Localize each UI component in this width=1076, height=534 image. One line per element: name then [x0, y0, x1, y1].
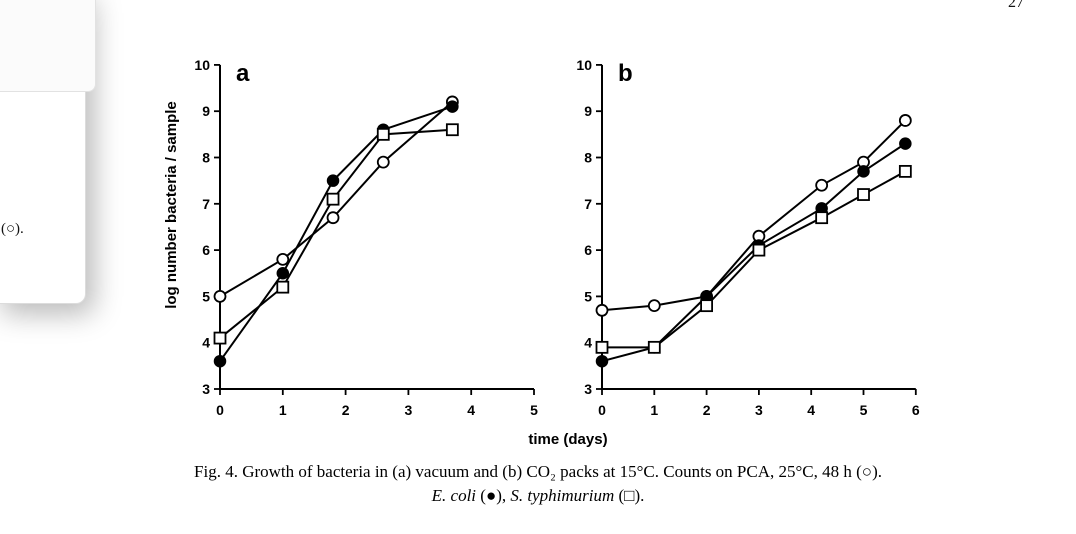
data-point-open-square — [752, 243, 766, 257]
data-point-open-square — [815, 211, 829, 225]
data-point-filled-circle — [595, 354, 609, 368]
data-point-open-square — [595, 340, 609, 354]
x-tick-label: 0 — [216, 402, 224, 418]
chart-panel-a: 3 4 5 6 7 8 9 10 0 1 2 3 4 5 a — [194, 57, 538, 418]
data-point-open-square — [326, 192, 340, 206]
x-tick-label: 5 — [530, 402, 538, 418]
overlay-panel: (○). — [0, 0, 96, 304]
x-tick-label: 3 — [405, 402, 413, 418]
data-point-filled-circle — [446, 100, 459, 113]
chart-panel-b: 3 4 5 6 7 8 9 10 0 1 2 3 4 5 6 b — [576, 57, 919, 418]
data-point-filled-circle — [326, 174, 340, 187]
x-tick-label: 5 — [860, 402, 868, 418]
panel-label: a — [236, 60, 250, 87]
axis-lines — [219, 64, 534, 390]
axis-lines — [601, 64, 916, 390]
y-tick-label: 4 — [584, 335, 592, 351]
x-tick-label: 3 — [755, 402, 763, 418]
data-point-open-circle — [213, 289, 227, 303]
data-point-open-square — [213, 331, 227, 345]
x-tick-label: 0 — [598, 402, 606, 418]
y-tick-label: 3 — [584, 381, 592, 397]
data-point-open-square — [445, 123, 459, 137]
y-tick-label: 8 — [584, 150, 592, 166]
data-point-open-square — [276, 280, 290, 294]
y-tick-label: 6 — [584, 242, 592, 258]
x-tick-label: 1 — [650, 402, 658, 418]
y-tick-label: 7 — [584, 196, 592, 212]
data-point-open-circle — [326, 211, 340, 225]
data-point-open-circle — [276, 252, 290, 266]
series-line-open-circle — [601, 119, 907, 312]
x-tick-label: 4 — [467, 402, 475, 418]
y-axis-label: log number bacteria / sample — [163, 101, 180, 309]
data-point-filled-circle — [899, 137, 912, 150]
data-point-open-circle — [815, 178, 829, 192]
x-tick-label: 2 — [703, 402, 711, 418]
x-axis-label: time (days) — [528, 431, 607, 448]
y-tick-label: 6 — [202, 242, 210, 258]
panel-label: b — [618, 60, 633, 87]
y-tick-label: 10 — [576, 57, 592, 73]
data-point-open-square — [647, 340, 661, 354]
y-tick-label: 5 — [202, 288, 210, 304]
data-point-open-square — [700, 299, 713, 313]
caption-symbol-ecoli: (●), — [476, 486, 511, 505]
figure-caption: Fig. 4. Growth of bacteria in (a) vacuum… — [0, 460, 1076, 508]
data-point-open-circle — [647, 299, 661, 313]
overlay-panel-text: (○). — [1, 221, 24, 237]
x-tick-label: 1 — [279, 402, 287, 418]
series-line-open-square — [219, 128, 453, 339]
caption-line-2: E. coli (●), S. typhimurium (□). — [0, 484, 1076, 508]
caption-line-1: Fig. 4. Growth of bacteria in (a) vacuum… — [194, 462, 882, 481]
caption-species-ecoli: E. coli — [431, 486, 477, 505]
caption-symbol-styphimurium: (□). — [614, 486, 645, 505]
data-point-open-square — [857, 188, 870, 201]
x-tick-label: 2 — [342, 402, 350, 418]
y-tick-label: 7 — [202, 196, 210, 212]
data-point-open-square — [898, 164, 912, 178]
data-point-open-circle — [898, 114, 912, 127]
data-point-filled-circle — [276, 267, 290, 280]
y-tick-label: 9 — [202, 103, 210, 119]
y-tick-label: 5 — [584, 288, 592, 304]
x-tick-label: 4 — [807, 402, 815, 418]
data-point-filled-circle — [857, 165, 870, 178]
data-point-open-square — [376, 127, 390, 141]
overlay-panel-header — [0, 0, 96, 92]
y-tick-label: 4 — [202, 335, 210, 351]
y-tick-label: 3 — [202, 381, 210, 397]
series-line-filled-circle — [219, 105, 453, 362]
y-tick-label: 10 — [194, 57, 210, 73]
page-number: 27 — [1008, 0, 1024, 11]
data-point-filled-circle — [213, 354, 227, 368]
x-tick-label: 6 — [912, 402, 920, 418]
caption-species-styphimurium: S. typhimurium — [510, 486, 615, 505]
data-point-open-circle — [376, 155, 390, 169]
data-point-open-circle — [595, 303, 609, 317]
y-tick-label: 9 — [584, 103, 592, 119]
y-tick-label: 8 — [202, 150, 210, 166]
